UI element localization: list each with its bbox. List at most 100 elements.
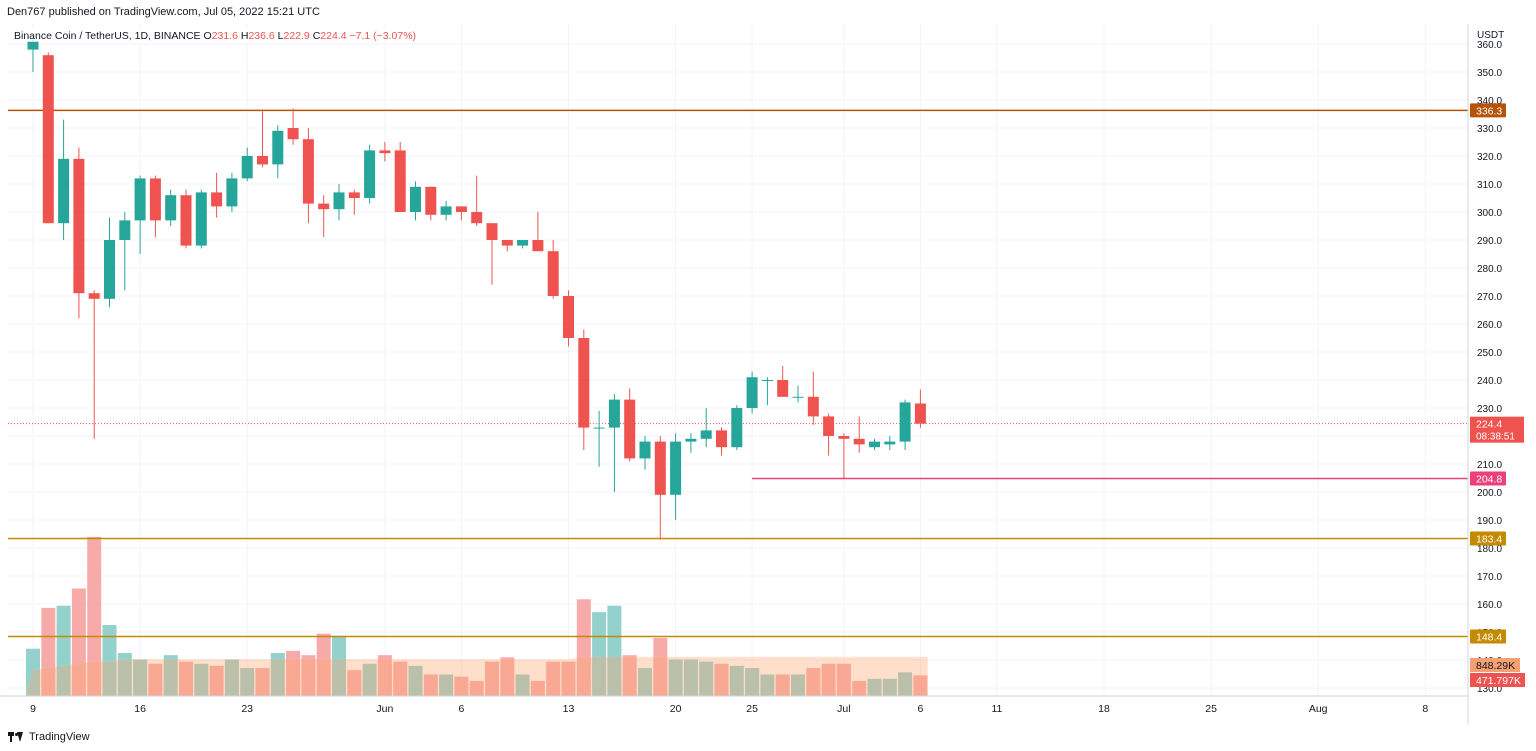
x-tick-label: 11 [991,703,1002,715]
tradingview-logo-icon [8,732,24,742]
volume-bar [255,668,270,696]
y-tick-label: 250.0 [1477,348,1502,359]
volume-bar [194,663,209,696]
volume-bar [362,663,377,696]
candlestick-chart[interactable]: 360.0 350.0 340.0 330.0 320.0 310.0 300.0 290.0… [0,24,1536,724]
x-tick-label: 6 [458,703,464,715]
y-tick-label: 240.0 [1477,376,1502,387]
volume-bar [148,663,163,696]
volume-bar [179,661,193,696]
volume-ma-area [25,656,928,697]
volume-bar [439,674,454,696]
candle-body [654,441,666,495]
volume-bar [913,675,928,696]
x-tick-label: Aug [1309,703,1328,715]
open-label: O [203,30,212,42]
candle-body [853,438,865,445]
volume-bar [332,635,346,696]
candle-body [42,55,54,224]
top-bar: Den767 published on TradingView.com, Jul… [0,0,1536,24]
candle-body [792,396,804,398]
volume-bar [469,680,484,696]
candle-body [670,441,682,495]
volume-bar [683,659,698,696]
volume-bar [163,655,178,696]
volume-bar [898,672,913,696]
x-tick-label: Jul [837,703,850,715]
candle-body [425,186,437,215]
volume-bar [87,536,102,696]
candles [27,35,926,540]
grid [8,24,1468,696]
candle-body [823,416,835,436]
chart-area[interactable]: 360.0 350.0 340.0 330.0 320.0 310.0 300.0 290.0… [0,24,1536,724]
volume-bar [515,674,530,696]
candle-body [211,192,223,207]
candle-body [134,178,146,221]
x-tick-label: 8 [1422,703,1428,715]
volume-bar [500,657,515,696]
price-axis[interactable]: 360.0 350.0 340.0 330.0 320.0 310.0 300.0 290.0… [1467,24,1504,724]
candle-body [501,240,513,246]
countdown-label: 08:38:51 [1476,432,1515,443]
volume-bar [530,680,545,696]
y-tick-label: 230.0 [1477,404,1502,415]
low-value: 222.9 [283,30,310,42]
y-tick-label: 360.0 [1477,40,1502,51]
candle-body [27,41,39,50]
volume-bar [592,612,607,696]
volume-bar [71,588,86,696]
time-axis[interactable]: 9 16 23 Jun 6 13 20 25 Jul 6 11 18 25 Aug 8 [0,695,1468,715]
volume-bar [347,670,362,696]
volume-tag-bg [1470,673,1525,687]
volume-bar [316,633,331,696]
candle-body [761,380,773,381]
published-info: Den767 published on TradingView.com, Jul… [7,6,320,18]
volume-bar [301,655,316,696]
candle-body [241,156,253,179]
y-tick-label: 300.0 [1477,208,1502,219]
volume-bar [133,659,148,696]
volume-bar [117,653,132,696]
candle-body [302,139,314,204]
candle-body [104,240,115,299]
candle-body [379,150,391,154]
candle-body [73,158,85,294]
candle-body [777,380,789,397]
volume-bar [454,676,469,696]
candle-body [180,195,192,246]
y-tick-label: 130.0 [1477,684,1502,695]
volume-bar [546,661,561,696]
x-tick-label: 9 [30,703,36,715]
candle-body [333,192,345,210]
candle-body [517,240,529,246]
x-tick-label: 23 [241,703,253,715]
volume-bar [393,661,408,696]
candle-body [440,206,452,215]
volume-bar [852,680,867,696]
volume-bar [729,665,744,696]
volume-ma-tag-bg [1470,658,1520,672]
volume-bar [561,661,576,696]
candle-body [624,399,636,459]
x-tick-label: 25 [746,703,758,715]
candle-body [195,192,207,246]
candle-body [746,377,758,408]
hline-tag-183.4: 183.4 [1476,533,1502,545]
volume-bar [41,607,56,696]
y-tick-label: 320.0 [1477,152,1502,163]
change-value: −7.1 (−3.07%) [349,30,417,42]
low-label: L [277,30,284,42]
currency-label: USDT [1477,30,1504,41]
hline-tag-336.3: 336.3 [1476,105,1502,117]
candle-body [731,408,743,448]
y-tick-label: 310.0 [1477,180,1502,191]
y-tick-label: 210.0 [1477,460,1502,471]
y-tick-label: 270.0 [1477,292,1502,303]
open-value: 231.6 [211,30,238,42]
symbol-legend: Binance Coin / TetherUS, 1D, BINANCE O23… [14,30,417,42]
volume-bar [485,661,499,696]
volume-bar [224,659,239,696]
footer: TradingView [8,728,90,746]
candle-body [563,296,574,338]
